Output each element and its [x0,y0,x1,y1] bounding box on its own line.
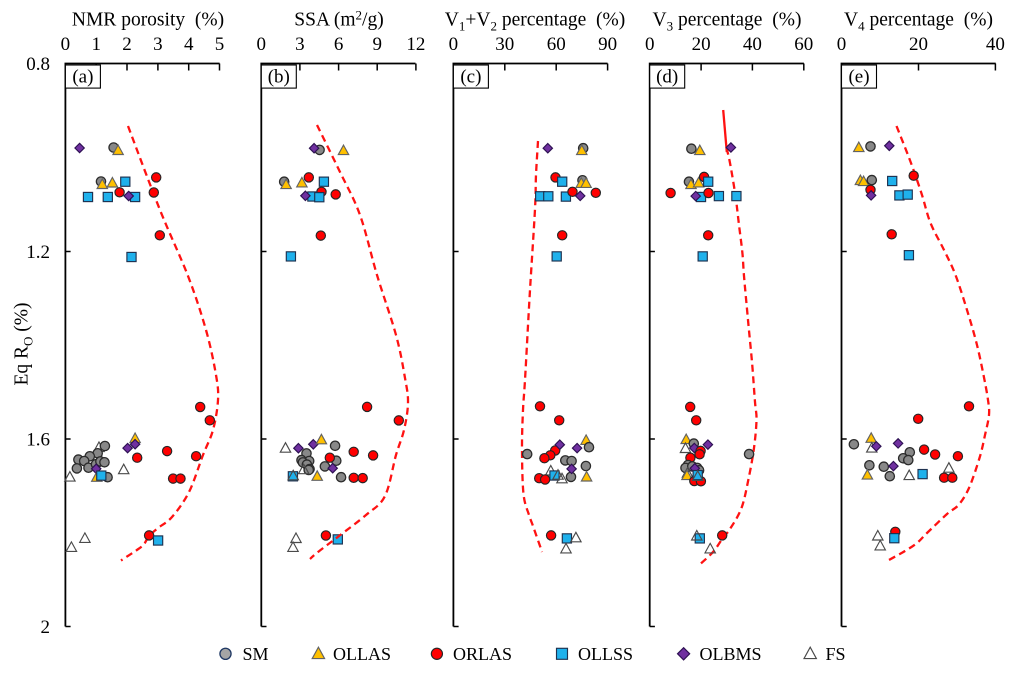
svg-text:(c): (c) [460,67,481,88]
svg-text:40: 40 [743,34,762,55]
svg-text:1: 1 [91,34,101,55]
svg-text:1.6: 1.6 [26,429,50,450]
svg-text:NMR porosity (%): NMR porosity (%) [72,10,224,31]
svg-text:4: 4 [184,34,194,55]
svg-text:SM: SM [243,644,269,664]
svg-text:30: 30 [495,34,514,55]
svg-text:ORLAS: ORLAS [453,644,512,664]
svg-text:(e): (e) [848,67,869,88]
svg-text:90: 90 [598,34,617,55]
svg-text:60: 60 [547,34,566,55]
svg-text:OLLSS: OLLSS [578,644,633,664]
svg-text:0: 0 [61,34,71,55]
svg-text:12: 12 [406,34,425,55]
svg-text:FS: FS [826,644,846,664]
svg-text:3: 3 [153,34,163,55]
svg-text:(b): (b) [268,67,290,88]
svg-text:40: 40 [986,34,1005,55]
svg-text:9: 9 [372,34,382,55]
svg-text:0.8: 0.8 [26,54,50,75]
svg-text:60: 60 [794,34,813,55]
svg-text:1.2: 1.2 [26,242,50,263]
svg-text:20: 20 [909,34,928,55]
svg-text:V4 percentage (%): V4 percentage (%) [844,10,993,34]
svg-text:3: 3 [295,34,305,55]
svg-text:2: 2 [122,34,132,55]
svg-text:6: 6 [334,34,344,55]
svg-text:V3 percentage (%): V3 percentage (%) [653,10,802,34]
svg-text:(a): (a) [72,67,93,88]
svg-text:OLLAS: OLLAS [333,644,391,664]
svg-text:Eq RO (%): Eq RO (%) [12,302,36,385]
svg-text:0: 0 [449,34,459,55]
svg-text:SSA (m2/g): SSA (m2/g) [294,8,383,31]
svg-text:0: 0 [837,34,847,55]
svg-text:5: 5 [215,34,225,55]
svg-text:(d): (d) [656,67,678,88]
svg-text:2: 2 [41,617,51,638]
svg-text:V1+V2 percentage (%): V1+V2 percentage (%) [445,10,625,34]
svg-text:OLBMS: OLBMS [700,644,762,664]
svg-text:0: 0 [645,34,655,55]
svg-text:0: 0 [257,34,267,55]
svg-text:20: 20 [692,34,711,55]
